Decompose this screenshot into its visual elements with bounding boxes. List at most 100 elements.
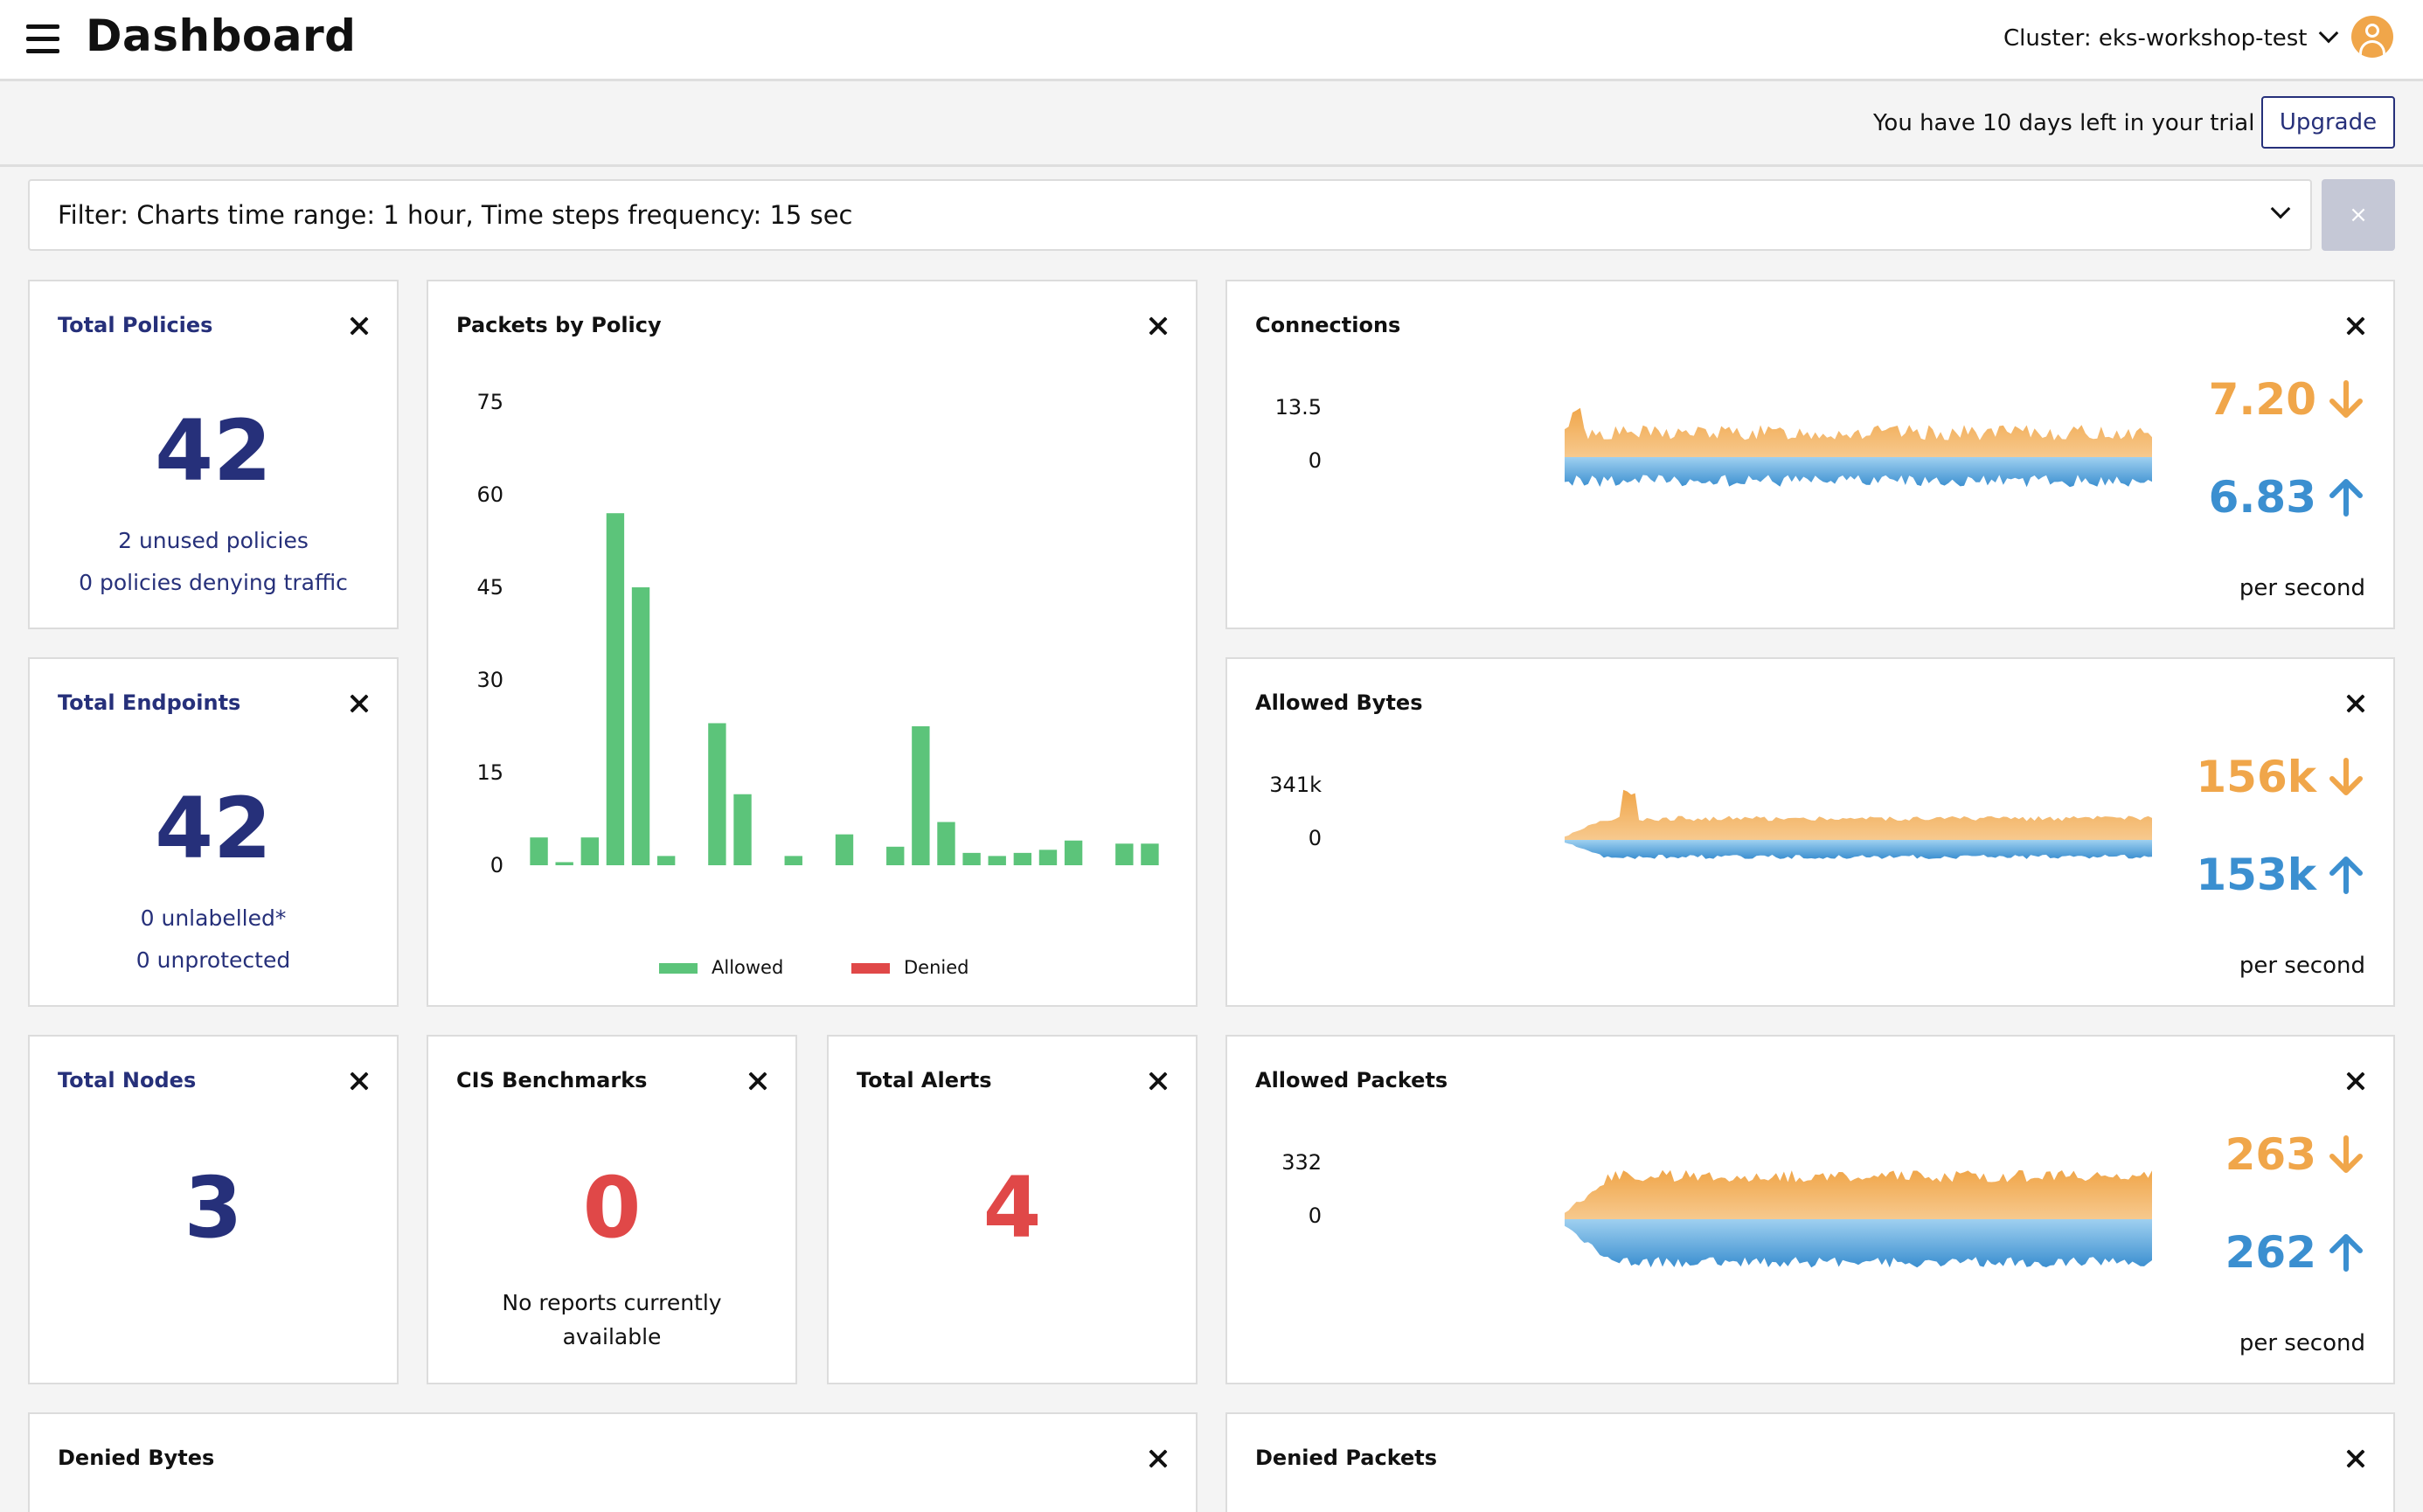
incoming-area [1565,840,2152,859]
y-max-label: 13.5 [1274,395,1322,420]
trial-bar: You have 10 days left in your trial Upgr… [0,84,2423,167]
incoming-metric: 262 [2225,1227,2365,1278]
incoming-value: 153k [2196,850,2316,900]
card-title[interactable]: Total Nodes [58,1068,197,1092]
allowed-bytes-card: Allowed Bytes 341k 0 156k 153k per secon… [1225,657,2395,1007]
card-title: Denied Packets [1255,1446,1438,1470]
y-zero-label: 0 [1308,1203,1322,1228]
y-zero-label: 0 [1308,448,1322,473]
filter-dropdown[interactable]: Filter: Charts time range: 1 hour, Time … [28,179,2312,251]
card-title: Denied Bytes [58,1446,215,1470]
denying-policies-link[interactable]: 0 policies denying traffic [79,570,348,595]
alerts-value: 4 [982,1159,1042,1257]
cis-value: 0 [582,1159,642,1257]
incoming-metric: 153k [2196,850,2365,900]
user-avatar-icon[interactable] [2351,16,2393,58]
unit-label: per second [2239,953,2365,979]
arrow-up-icon [2329,479,2363,517]
bar-allowed[interactable] [886,846,905,865]
card-title[interactable]: Total Endpoints [58,690,241,715]
card-title: Packets by Policy [456,313,662,337]
allowed-packets-card: Allowed Packets 332 0 263 262 per second [1225,1035,2395,1384]
allowed-packets-area-chart [1565,1169,2152,1268]
bar-allowed[interactable] [912,726,930,865]
bar-allowed[interactable] [656,856,676,865]
bar-allowed[interactable] [784,856,802,865]
close-icon[interactable] [748,1072,767,1091]
arrow-up-icon [2329,857,2363,894]
card-title: CIS Benchmarks [456,1068,648,1092]
bar-allowed[interactable] [1141,843,1159,865]
legend-label[interactable]: Allowed [712,957,783,978]
bar-allowed[interactable] [1115,843,1134,865]
denied-packets-card: Denied Packets [1225,1412,2395,1512]
legend-label[interactable]: Denied [904,957,969,978]
unused-policies-link[interactable]: 2 unused policies [118,528,309,553]
bar-allowed[interactable] [1038,850,1058,865]
card-title: Allowed Packets [1255,1068,1448,1092]
arrow-down-icon [2329,758,2363,795]
incoming-metric: 6.83 [2209,472,2365,523]
bar-allowed[interactable] [962,852,981,865]
close-icon[interactable] [350,1072,369,1091]
page-title: Dashboard [86,10,357,61]
card-title[interactable]: Total Policies [58,313,213,337]
y-max-label: 341k [1269,773,1322,797]
bar-allowed[interactable] [988,856,1006,865]
close-icon[interactable] [350,316,369,336]
close-icon[interactable] [1149,1449,1168,1468]
y-max-label: 332 [1281,1150,1322,1175]
incoming-area [1565,1219,2152,1268]
unit-label: per second [2239,575,2365,601]
y-tick-label: 0 [490,853,503,877]
outgoing-metric: 156k [2196,752,2365,802]
upgrade-button[interactable]: Upgrade [2261,96,2395,149]
close-icon[interactable] [2346,316,2365,336]
total-nodes-card: Total Nodes 3 [28,1035,399,1384]
outgoing-area [1565,1169,2152,1219]
chevron-down-icon [2270,198,2291,219]
incoming-value: 262 [2225,1227,2316,1278]
top-bar: Dashboard Cluster: eks-workshop-test [0,0,2423,81]
outgoing-metric: 7.20 [2209,374,2365,425]
close-icon[interactable] [350,694,369,713]
menu-icon[interactable] [26,24,59,54]
bar-allowed[interactable] [530,837,548,865]
packets-bar-chart: 0 15 30 45 60 75 Allowed Denied [476,390,1159,978]
card-title: Allowed Bytes [1255,690,1423,715]
unlabelled-link[interactable]: 0 unlabelled* [140,905,287,931]
y-tick-label: 15 [476,760,503,785]
outgoing-area [1565,407,2152,457]
card-title: Total Alerts [857,1068,992,1092]
filter-clear-button[interactable]: × [2322,179,2395,251]
total-nodes-value: 3 [184,1159,243,1257]
bar-allowed[interactable] [631,587,650,865]
arrow-down-icon [2329,380,2363,418]
total-endpoints-value: 42 [155,780,272,877]
connections-area-chart [1565,407,2152,488]
close-icon[interactable] [1149,1072,1168,1091]
bar-allowed[interactable] [555,862,573,865]
legend-swatch [659,963,698,974]
incoming-area [1565,457,2152,488]
bar-allowed[interactable] [606,513,625,865]
bar-allowed[interactable] [1013,852,1032,865]
bar-allowed[interactable] [708,723,726,865]
close-icon[interactable] [2346,1072,2365,1091]
close-icon[interactable] [2346,694,2365,713]
bar-allowed[interactable] [835,834,854,865]
legend-swatch [851,963,890,974]
cluster-selector[interactable]: Cluster: eks-workshop-test [2003,23,2338,52]
y-tick-label: 30 [476,668,503,692]
unprotected-link[interactable]: 0 unprotected [135,947,291,973]
denied-bytes-card: Denied Bytes [28,1412,1198,1512]
bar-allowed[interactable] [1064,840,1083,865]
bar-allowed[interactable] [580,837,599,865]
bar-allowed[interactable] [733,794,752,865]
y-tick-label: 75 [476,390,503,414]
close-icon[interactable] [2346,1449,2365,1468]
filter-label: Filter: Charts time range: 1 hour, Time … [58,200,853,230]
arrow-up-icon [2329,1234,2363,1272]
outgoing-area [1565,789,2152,840]
bar-allowed[interactable] [937,822,955,865]
